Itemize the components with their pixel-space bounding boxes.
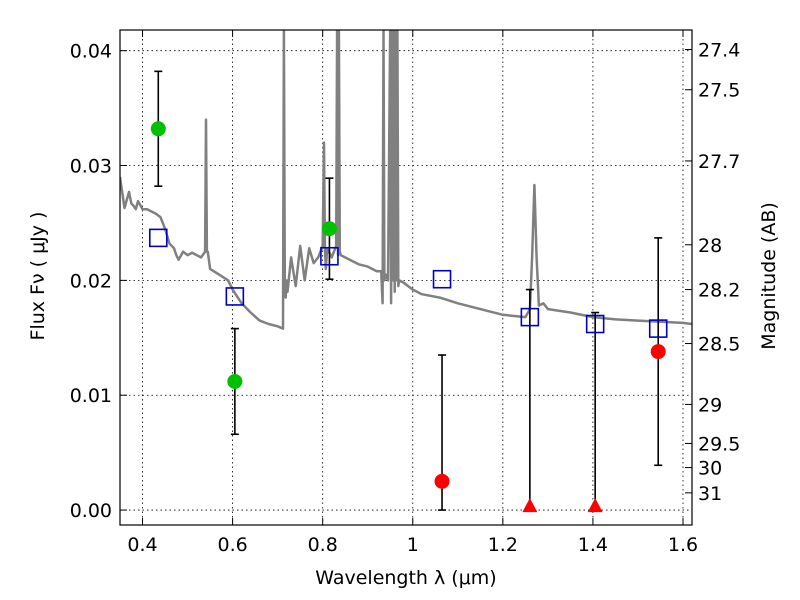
x-tick-label: 1 xyxy=(407,534,419,556)
axis-ticks xyxy=(120,30,692,525)
y2-tick-label: 29 xyxy=(698,394,722,416)
y-tick-labels: 0.00 0.01 0.02 0.03 0.04 xyxy=(70,41,112,522)
red-data-point xyxy=(434,473,450,489)
green-data-point xyxy=(227,373,243,389)
y2-tick-label: 28 xyxy=(698,235,722,257)
model-square-marker xyxy=(585,314,605,334)
green-data-point xyxy=(150,121,166,137)
x-tick-labels: 0.4 0.6 0.8 1 1.2 1.4 1.6 xyxy=(127,534,698,556)
upper-limit-triangle xyxy=(522,498,538,513)
x-axis-label: Wavelength λ (μm) xyxy=(315,567,496,589)
x-tick-label: 1.6 xyxy=(668,534,698,556)
y2-tick-label: 28.2 xyxy=(698,280,740,302)
y2-tick-labels: 27.4 27.5 27.7 28 28.2 28.5 29 29.5 30 31 xyxy=(698,40,740,505)
y2-tick-label: 27.4 xyxy=(698,40,740,62)
marker-layer xyxy=(148,121,668,513)
sed-line xyxy=(120,30,692,330)
model-square-marker xyxy=(148,228,168,248)
y2-tick-label: 28.5 xyxy=(698,334,740,356)
upper-limit-triangle xyxy=(587,498,603,513)
y2-tick-label: 27.7 xyxy=(698,151,740,173)
green-data-point xyxy=(321,221,337,237)
y-tick-label: 0.02 xyxy=(70,270,112,292)
model-square-marker xyxy=(648,319,668,338)
x-tick-label: 0.8 xyxy=(308,534,338,556)
y-tick-label: 0.01 xyxy=(70,385,112,407)
model-square-marker xyxy=(432,269,452,289)
model-square-marker xyxy=(520,307,540,327)
x-tick-label: 0.6 xyxy=(217,534,247,556)
y-tick-label: 0.04 xyxy=(70,41,112,63)
y2-tick-label: 29.5 xyxy=(698,433,740,455)
y2-tick-label: 30 xyxy=(698,458,722,480)
sed-line-layer xyxy=(120,30,692,330)
model-square-marker xyxy=(225,287,245,306)
x-tick-label: 1.4 xyxy=(578,534,608,556)
plot-frame xyxy=(119,29,693,526)
grid-lines xyxy=(120,30,692,525)
y2-tick-label: 27.5 xyxy=(698,80,740,102)
y-axis-label: Flux Fν ( μJy ) xyxy=(27,212,49,341)
y-tick-label: 0.03 xyxy=(70,156,112,178)
x-tick-label: 0.4 xyxy=(127,534,157,556)
y-tick-label: 0.00 xyxy=(70,500,112,522)
x-tick-label: 1.2 xyxy=(488,534,518,556)
red-data-point xyxy=(650,344,666,360)
y2-tick-label: 31 xyxy=(698,483,722,505)
y2-axis-label: Magnitude (AB) xyxy=(758,202,780,350)
model-square-marker xyxy=(320,246,339,266)
error-bar-layer xyxy=(154,70,663,511)
